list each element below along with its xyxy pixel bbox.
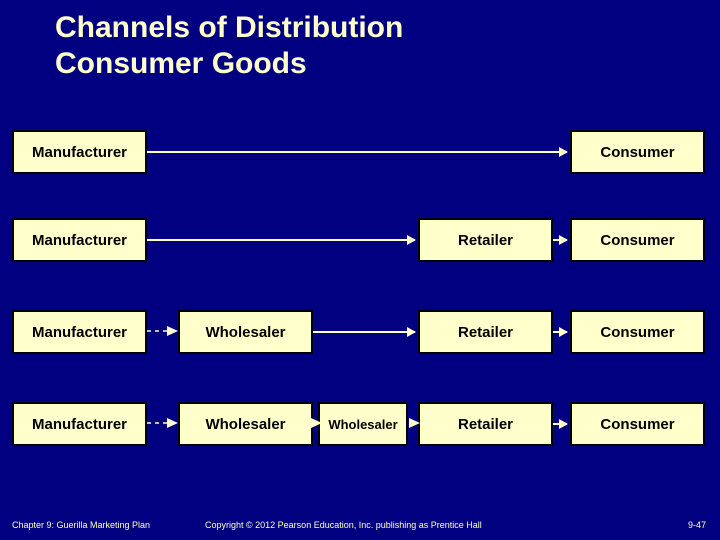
box-r3-manufacturer: Manufacturer xyxy=(12,310,147,354)
dash-r4-a xyxy=(147,418,178,430)
footer-left: Chapter 9: Guerilla Marketing Plan xyxy=(12,520,150,530)
box-label: Manufacturer xyxy=(32,144,127,161)
box-label: Wholesaler xyxy=(205,324,285,341)
title-line-1: Channels of Distribution xyxy=(55,10,403,46)
box-label: Retailer xyxy=(458,232,513,249)
box-label: Consumer xyxy=(600,324,674,341)
box-r2-consumer: Consumer xyxy=(570,218,705,262)
box-label: Retailer xyxy=(458,324,513,341)
box-r1-manufacturer: Manufacturer xyxy=(12,130,147,174)
footer-center: Copyright © 2012 Pearson Education, Inc.… xyxy=(205,520,482,530)
title-line-2: Consumer Goods xyxy=(55,46,403,82)
box-label: Wholesaler xyxy=(328,417,397,432)
footer-right: 9-47 xyxy=(688,520,706,530)
box-label: Manufacturer xyxy=(32,232,127,249)
arrow-r1 xyxy=(147,151,567,153)
box-label: Retailer xyxy=(458,416,513,433)
arrow-r2-a xyxy=(147,239,415,241)
box-label: Manufacturer xyxy=(32,416,127,433)
arrow-r2-b xyxy=(553,239,567,241)
box-r4-wholesaler-2: Wholesaler xyxy=(318,402,408,446)
box-r4-consumer: Consumer xyxy=(570,402,705,446)
box-r4-manufacturer: Manufacturer xyxy=(12,402,147,446)
arrow-r4-d xyxy=(553,423,567,425)
box-r3-wholesaler: Wholesaler xyxy=(178,310,313,354)
arrow-r3-b xyxy=(313,331,415,333)
box-r3-consumer: Consumer xyxy=(570,310,705,354)
slide-title: Channels of Distribution Consumer Goods xyxy=(55,10,403,82)
arrow-r3-c xyxy=(553,331,567,333)
box-r2-retailer: Retailer xyxy=(418,218,553,262)
box-label: Consumer xyxy=(600,416,674,433)
box-r4-wholesaler-1: Wholesaler xyxy=(178,402,313,446)
box-label: Consumer xyxy=(600,232,674,249)
dash-r4-c xyxy=(406,418,420,430)
dash-r4-b xyxy=(310,418,322,430)
box-r4-retailer: Retailer xyxy=(418,402,553,446)
box-label: Consumer xyxy=(600,144,674,161)
box-r2-manufacturer: Manufacturer xyxy=(12,218,147,262)
dash-r3-a xyxy=(147,326,178,338)
box-r3-retailer: Retailer xyxy=(418,310,553,354)
box-r1-consumer: Consumer xyxy=(570,130,705,174)
box-label: Wholesaler xyxy=(205,416,285,433)
box-label: Manufacturer xyxy=(32,324,127,341)
